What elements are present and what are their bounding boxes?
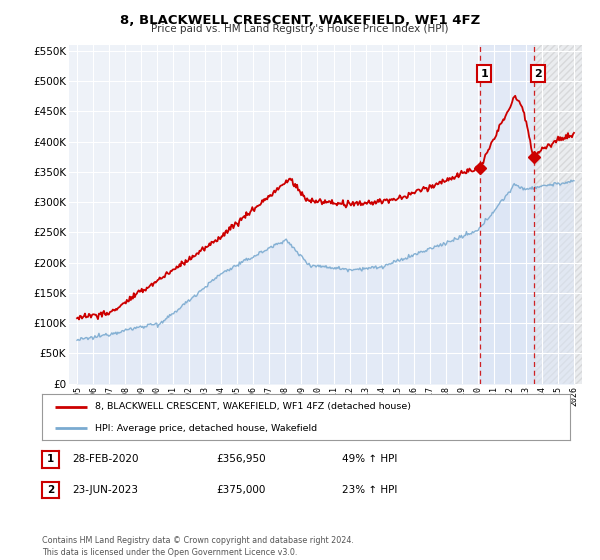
Text: 2: 2 <box>534 68 542 78</box>
Text: 23% ↑ HPI: 23% ↑ HPI <box>342 485 397 495</box>
Text: 23-JUN-2023: 23-JUN-2023 <box>72 485 138 495</box>
Text: HPI: Average price, detached house, Wakefield: HPI: Average price, detached house, Wake… <box>95 423 317 433</box>
Text: 49% ↑ HPI: 49% ↑ HPI <box>342 454 397 464</box>
Text: 8, BLACKWELL CRESCENT, WAKEFIELD, WF1 4FZ: 8, BLACKWELL CRESCENT, WAKEFIELD, WF1 4F… <box>120 14 480 27</box>
Text: Price paid vs. HM Land Registry's House Price Index (HPI): Price paid vs. HM Land Registry's House … <box>151 24 449 34</box>
Bar <box>534 45 582 384</box>
Bar <box>480 45 534 384</box>
Text: 28-FEB-2020: 28-FEB-2020 <box>72 454 139 464</box>
Bar <box>534 45 582 384</box>
Text: 1: 1 <box>47 454 54 464</box>
Text: £356,950: £356,950 <box>216 454 266 464</box>
Text: Contains HM Land Registry data © Crown copyright and database right 2024.
This d: Contains HM Land Registry data © Crown c… <box>42 536 354 557</box>
Text: 2: 2 <box>47 485 54 495</box>
Text: 1: 1 <box>481 68 488 78</box>
Text: £375,000: £375,000 <box>216 485 265 495</box>
Text: 8, BLACKWELL CRESCENT, WAKEFIELD, WF1 4FZ (detached house): 8, BLACKWELL CRESCENT, WAKEFIELD, WF1 4F… <box>95 402 411 411</box>
